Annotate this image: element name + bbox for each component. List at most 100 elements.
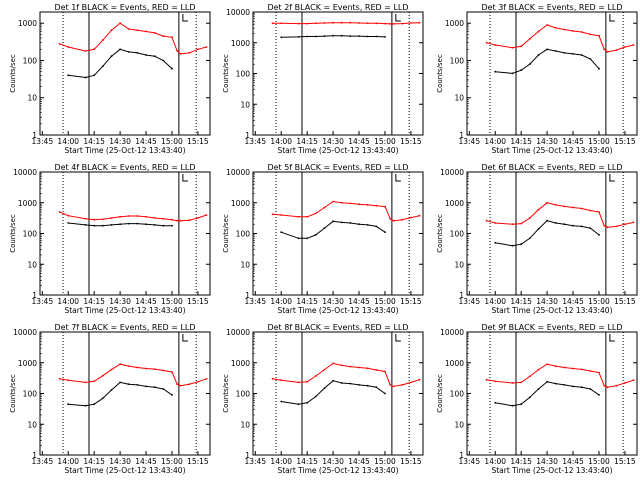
x-tick-label: 13:45 [31,457,53,466]
data-point-lld [632,44,635,46]
y-tick-label: 1 [245,131,250,140]
plot-frame [252,331,424,456]
data-point-lld [176,50,179,52]
data-point-events [297,237,300,240]
data-point-lld [418,214,421,217]
data-point-lld [297,22,300,25]
bracket-mark [182,334,188,342]
series-line-lld [59,211,207,222]
x-tick-label: 14:30 [536,137,558,146]
data-point-events [145,54,147,56]
data-point-lld [136,29,139,32]
panel-title: Det 9f BLACK = Events, RED = LLD [481,323,622,332]
data-point-events [528,63,531,65]
data-point-lld [119,215,121,218]
data-point-events [546,219,548,222]
data-point-events [554,50,557,52]
data-point-events [67,403,70,406]
x-tick-label: 15:15 [187,457,209,466]
data-point-events [162,59,165,62]
data-point-lld [494,222,497,224]
x-tick-label: 13:45 [244,297,266,306]
data-point-events [101,224,104,227]
x-axis-label: Start Time (25-Oct-12 13:43:40) [64,146,185,155]
data-point-lld [572,30,574,32]
bracket-mark [182,174,188,182]
data-point-lld [127,365,130,367]
data-point-lld [176,219,179,222]
data-point-lld [615,49,618,51]
y-tick-label: 1 [459,131,464,140]
y-axis-label: Counts/sec [9,54,17,93]
data-point-lld [314,22,317,25]
data-point-events [598,67,600,70]
data-point-lld [537,208,540,211]
x-tick-label: 15:15 [187,297,209,306]
data-point-lld [93,218,96,221]
data-point-lld [332,362,334,365]
data-point-events [528,237,531,240]
data-point-events [511,404,514,407]
plot-frame [466,171,638,296]
y-tick-label: 10 [240,100,250,109]
x-tick-label: 14:00 [484,457,506,466]
data-point-events [563,223,566,226]
data-point-events [375,386,378,389]
x-tick-label: 15:15 [400,457,422,466]
data-point-lld [603,384,606,387]
data-point-lld [384,205,386,208]
data-point-lld [392,385,395,388]
data-point-lld [162,217,165,220]
data-point-events [340,382,343,384]
panel-title: Det 8f BLACK = Events, RED = LLD [267,323,408,332]
data-point-lld [494,380,497,383]
x-tick-label: 14:45 [348,457,370,466]
data-point-lld [375,204,378,207]
data-point-events [323,387,326,389]
data-point-lld [205,377,208,380]
data-point-lld [271,213,274,216]
data-point-events [546,48,548,51]
data-point-lld [606,51,609,53]
y-axis-label: Counts/sec [222,374,230,413]
x-tick-label: 14:15 [296,297,318,306]
x-tick-label: 14:45 [562,137,584,146]
data-point-events [110,55,113,58]
x-tick-label: 15:00 [588,297,610,306]
data-point-events [537,388,540,390]
data-point-lld [485,41,488,44]
x-tick-label: 14:15 [83,137,105,146]
bracket-mark [182,14,188,22]
data-point-events [171,67,173,70]
y-tick-label: 10000 [226,328,250,337]
data-point-events [554,382,557,385]
series-line-lld [272,200,420,222]
y-axis-label: Counts/sec [436,54,444,93]
data-point-lld [384,370,386,373]
panel-title: Det 3f BLACK = Events, RED = LLD [481,3,622,12]
data-point-events [280,400,283,403]
data-point-lld [101,39,104,42]
x-tick-label: 15:00 [374,457,396,466]
data-point-lld [366,367,369,370]
data-point-lld [58,42,61,45]
data-point-lld [589,370,592,372]
x-tick-label: 13:45 [244,137,266,146]
data-point-lld [358,366,360,369]
panel-det-1: Det 1f BLACK = Events, RED = LLD 1 10 100 10… [9,3,211,155]
data-point-events [110,224,113,226]
data-point-lld [410,216,412,219]
y-tick-label: 100 [236,230,251,239]
x-tick-label: 14:30 [322,297,344,306]
x-axis-label: Start Time (25-Oct-12 13:43:40) [64,306,185,315]
plot-frame [252,11,424,136]
data-point-lld [58,211,61,213]
x-tick-label: 15:00 [374,297,396,306]
data-point-events [93,224,96,227]
x-tick-label: 15:00 [161,457,183,466]
data-point-events [84,224,87,226]
y-tick-label: 1 [32,291,37,300]
data-point-events [171,394,173,396]
